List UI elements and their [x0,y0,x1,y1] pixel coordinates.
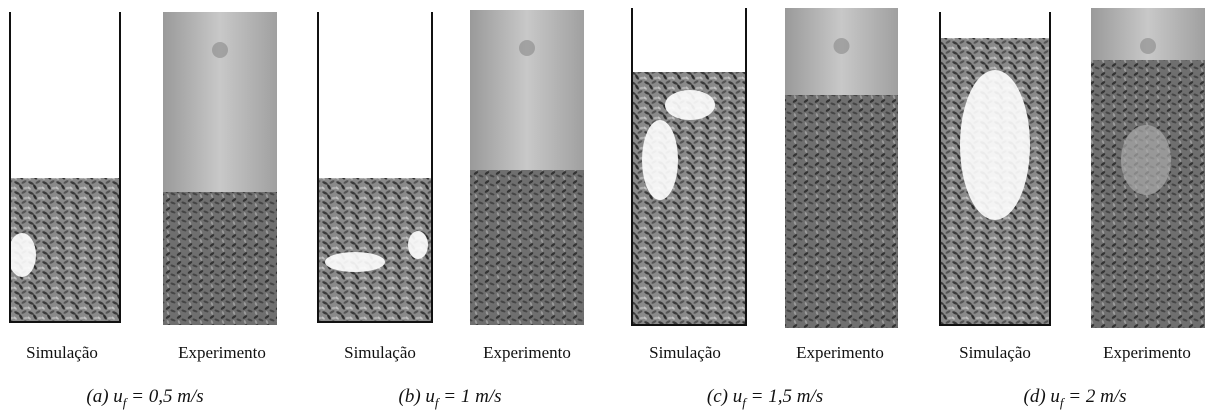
experiment-bed [785,95,898,328]
simulation-label: Simulação [649,343,721,362]
caption-prefix: (c) u [707,386,742,407]
caption: (d) uf = 2 m/s [1024,386,1127,410]
simulation-bubble [665,90,715,120]
experiment-bed [163,192,277,325]
caption: (c) uf = 1,5 m/s [707,386,823,410]
figure: Simulação Experimento (a) uf = 0,5 m/s Simu… [0,0,1214,411]
caption-prefix: (a) u [86,386,122,407]
experiment-marker [834,38,850,54]
caption: (b) uf = 1 m/s [399,386,502,410]
experiment-bubble [1121,125,1171,195]
experiment-label: Experimento [178,343,266,362]
experiment-label: Experimento [483,343,571,362]
simulation-bubble [642,120,678,200]
caption-rest: = 1 m/s [439,386,502,407]
caption-rest: = 2 m/s [1064,386,1127,407]
caption-rest: = 0,5 m/s [126,386,203,407]
simulation-label: Simulação [344,343,416,362]
caption-rest: = 1,5 m/s [746,386,823,407]
caption-prefix: (d) u [1024,386,1060,407]
experiment-label: Experimento [1103,343,1191,362]
simulation-bubble [408,231,428,259]
experiment-label: Experimento [796,343,884,362]
caption-prefix: (b) u [399,386,435,407]
caption: (a) uf = 0,5 m/s [86,386,203,410]
simulation-label: Simulação [26,343,98,362]
experiment-marker [519,40,535,56]
simulation-label: Simulação [959,343,1031,362]
experiment-bed [470,170,584,325]
simulation-bubble [960,70,1030,220]
experiment-marker [212,42,228,58]
simulation-bubble [325,252,385,272]
simulation-bubble [8,233,36,277]
experiment-marker [1140,38,1156,54]
